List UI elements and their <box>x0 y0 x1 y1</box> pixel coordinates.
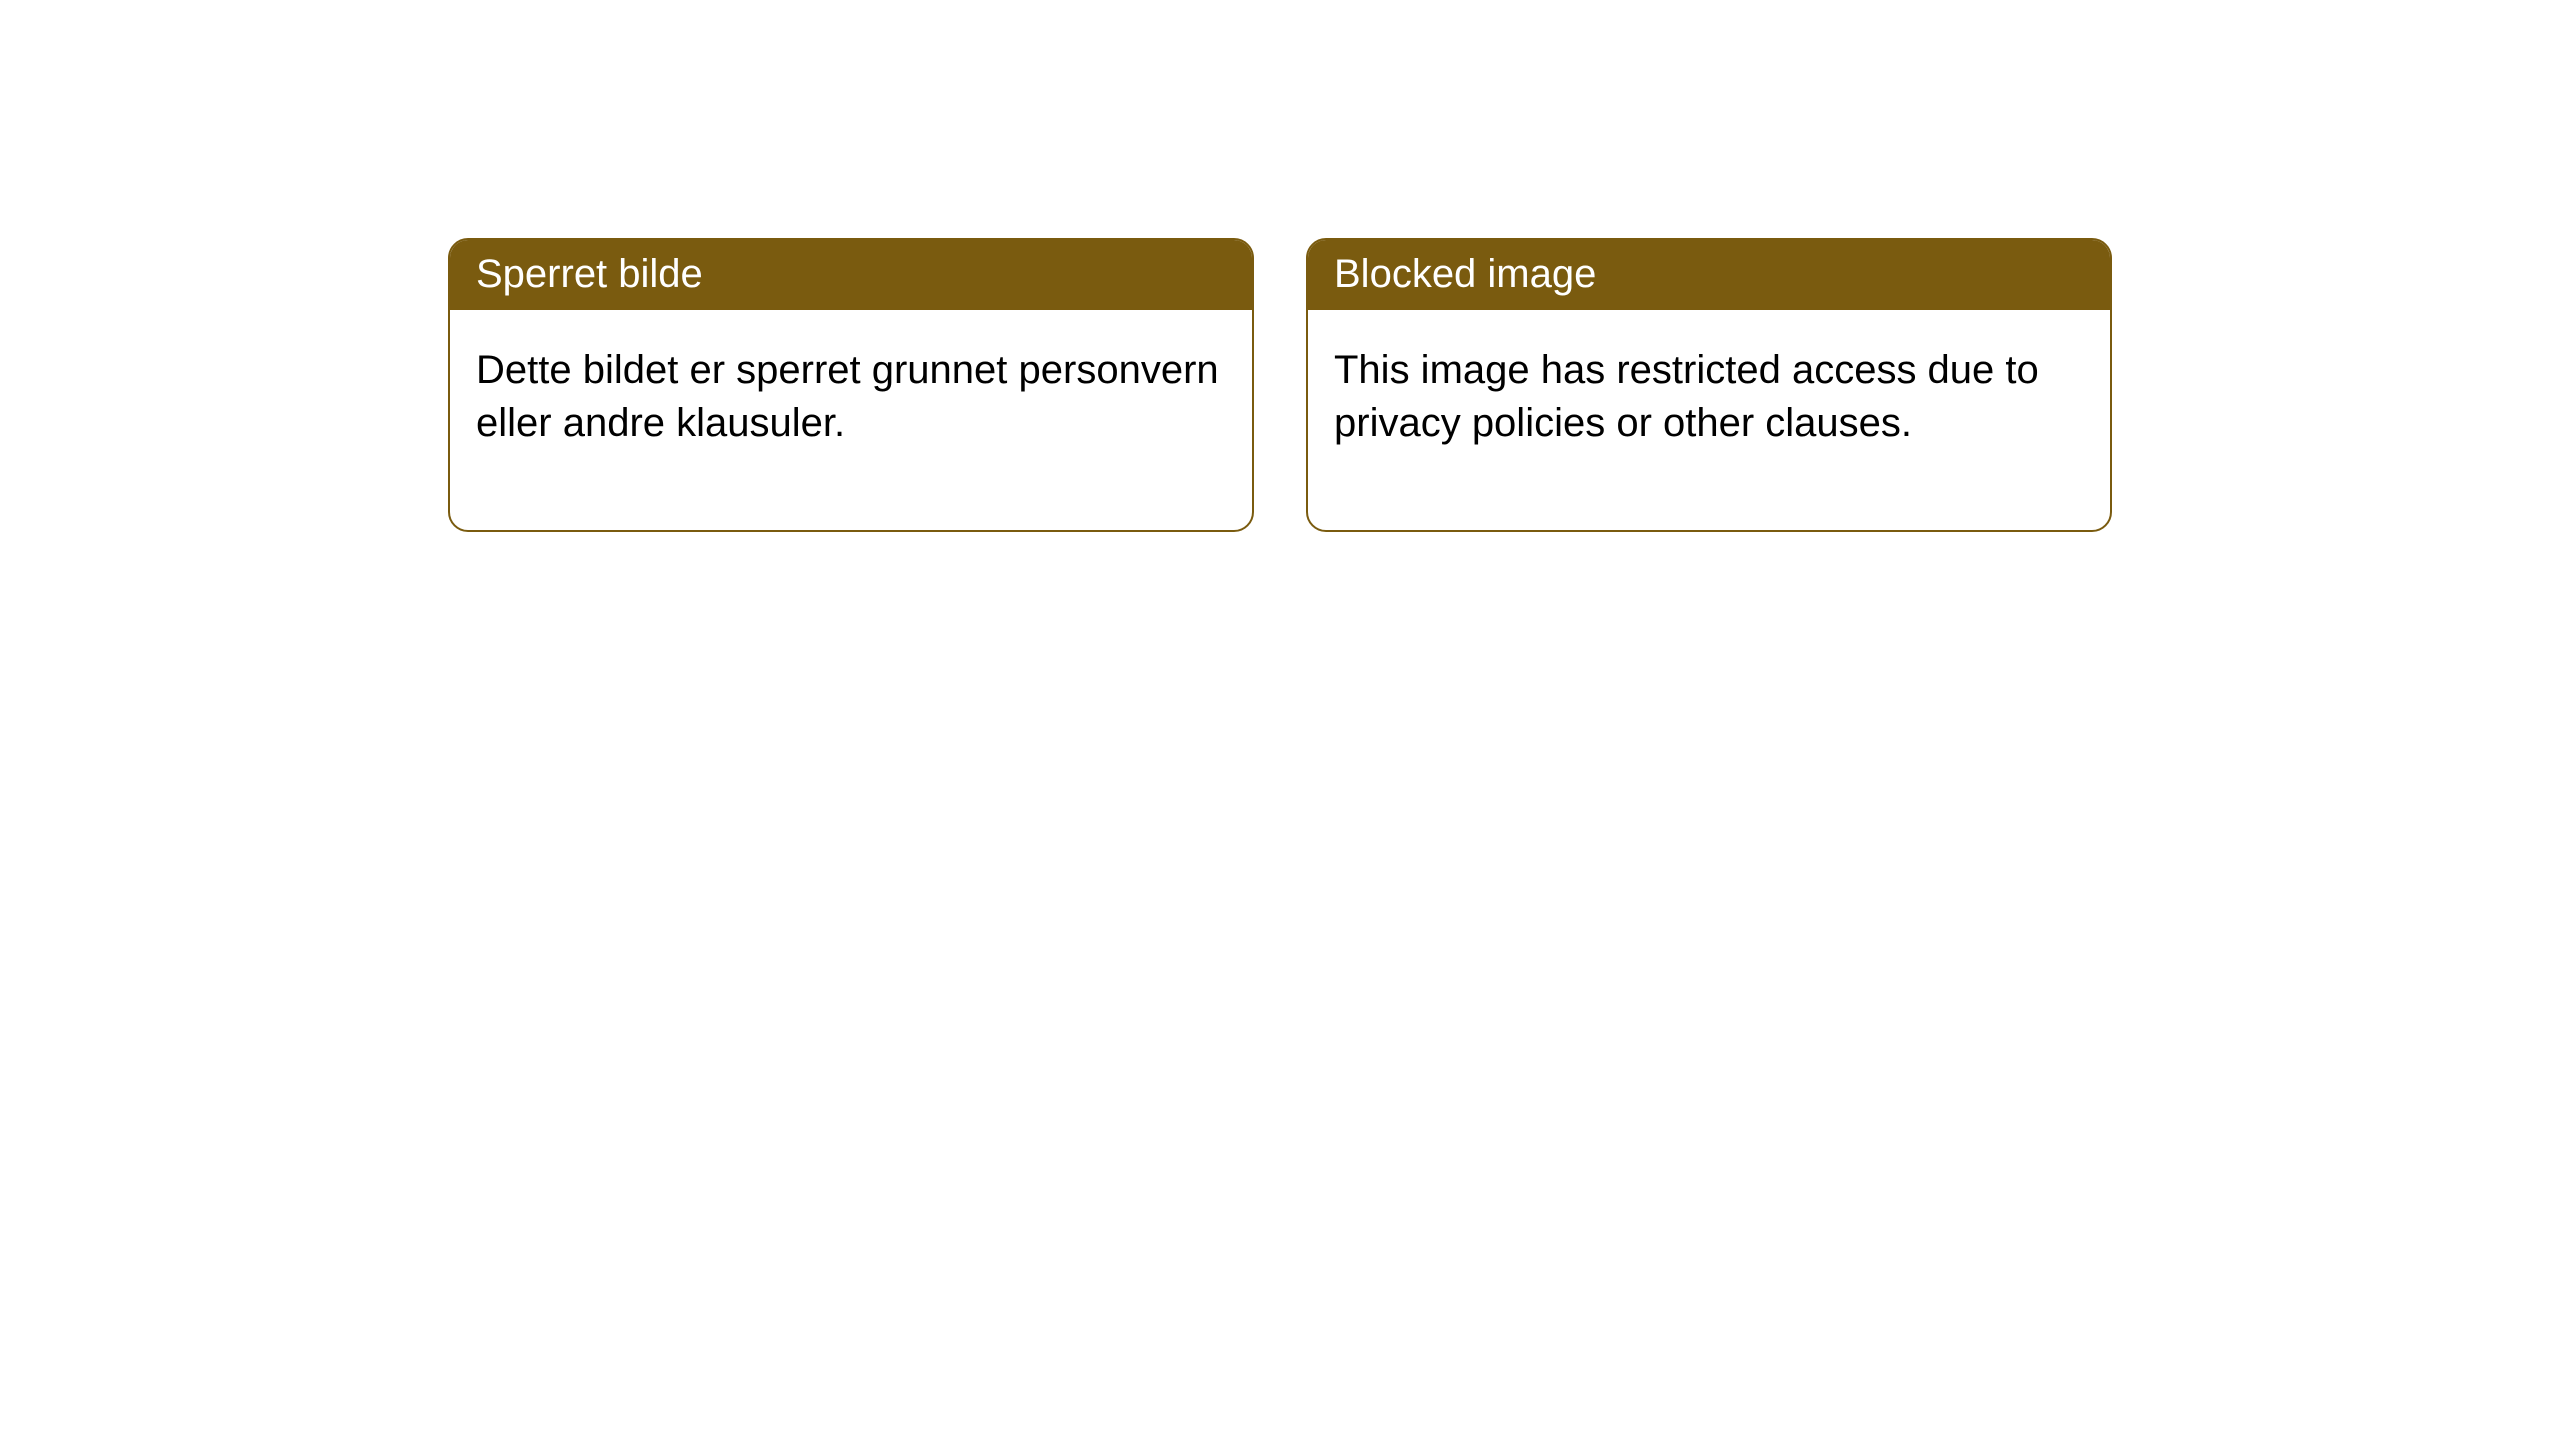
notice-card-body: Dette bildet er sperret grunnet personve… <box>450 310 1252 530</box>
notice-card-norwegian: Sperret bilde Dette bildet er sperret gr… <box>448 238 1254 532</box>
notice-card-body: This image has restricted access due to … <box>1308 310 2110 530</box>
notice-card-header: Sperret bilde <box>450 240 1252 310</box>
notice-container: Sperret bilde Dette bildet er sperret gr… <box>0 0 2560 532</box>
notice-card-header: Blocked image <box>1308 240 2110 310</box>
notice-card-english: Blocked image This image has restricted … <box>1306 238 2112 532</box>
